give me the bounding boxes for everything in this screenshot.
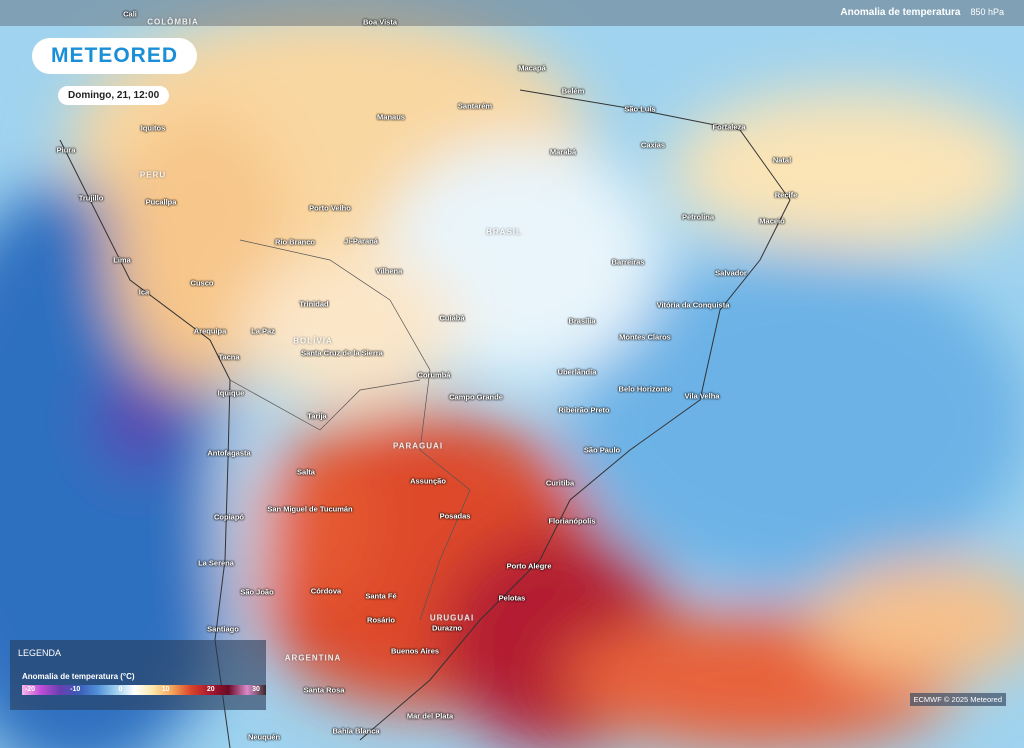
country-label: URUGUAI xyxy=(429,613,475,623)
city-label: Tarija xyxy=(307,411,327,421)
city-label: Porto Alegre xyxy=(506,561,552,571)
city-label: Ica xyxy=(138,287,150,297)
country-label: ARGENTINA xyxy=(284,653,342,663)
legend-subtitle: Anomalia de temperatura (°C) xyxy=(22,672,135,681)
city-label: Salta xyxy=(297,467,315,477)
layer-name: Anomalia de temperatura xyxy=(840,7,961,18)
city-label: Copiapó xyxy=(214,512,244,522)
city-label: Belém xyxy=(561,86,585,96)
country-label: PERU xyxy=(139,170,167,180)
city-label: Santa Cruz de la Sierra xyxy=(301,348,383,358)
city-label: Maceió xyxy=(759,216,785,226)
city-label: Ribeirão Preto xyxy=(558,405,610,415)
city-label: Cuiabá xyxy=(439,313,465,323)
city-label: Salvador xyxy=(715,268,747,278)
legend-tick: 20 xyxy=(206,686,215,693)
color-scale xyxy=(22,685,266,695)
country-label: PARAGUAI xyxy=(392,441,444,451)
legend[interactable]: LEGENDA Anomalia de temperatura (°C) -20… xyxy=(10,640,266,710)
city-label: Rio Branco xyxy=(274,237,316,247)
city-label: Assunção xyxy=(410,476,446,486)
city-label: Iquitos xyxy=(140,123,166,133)
city-label: Brasília xyxy=(568,316,596,326)
city-label: San Miguel de Tucumán xyxy=(267,504,353,514)
legend-title: LEGENDA xyxy=(18,648,62,658)
city-label: Bahía Blanca xyxy=(332,726,380,736)
city-label: Campo Grande xyxy=(449,392,503,402)
city-label: Montes Claros xyxy=(619,332,671,342)
layer-title[interactable]: Anomalia de temperatura 850 hPa xyxy=(840,7,1004,18)
city-label: São João xyxy=(240,587,274,597)
city-label: Ji-Paraná xyxy=(344,236,378,246)
city-label: Fortaleza xyxy=(712,122,746,132)
city-label: Vitória da Conquista xyxy=(656,300,730,310)
logo[interactable]: METEORED xyxy=(32,38,197,74)
city-label: Cali xyxy=(123,9,137,19)
city-label: Santiago xyxy=(207,624,239,634)
city-label: São Paulo xyxy=(583,445,621,455)
city-label: Lima xyxy=(113,255,131,265)
city-label: Recife xyxy=(774,190,798,200)
city-label: Vila Velha xyxy=(684,391,720,401)
city-label: Neuquén xyxy=(247,732,281,742)
city-label: Natal xyxy=(772,155,792,165)
legend-tick: 10 xyxy=(161,686,170,693)
city-label: Marabá xyxy=(549,147,577,157)
city-label: Pucallpa xyxy=(145,197,177,207)
city-label: Rosário xyxy=(367,615,395,625)
country-label: BOLÍVIA xyxy=(293,336,333,346)
city-label: Piura xyxy=(56,145,76,155)
top-bar xyxy=(0,0,1024,26)
city-label: Antofagasta xyxy=(207,448,251,458)
city-label: Pelotas xyxy=(498,593,526,603)
legend-tick: -10 xyxy=(70,686,81,693)
city-label: Santa Fé xyxy=(365,591,397,601)
city-label: Caxias xyxy=(640,140,666,150)
credit: ECMWF © 2025 Meteored xyxy=(909,693,1006,706)
city-label: Belo Horizonte xyxy=(618,384,672,394)
city-label: Iquique xyxy=(217,388,245,398)
city-label: Barreiras xyxy=(611,257,645,267)
city-label: Corumbá xyxy=(417,370,451,380)
country-label: COLÔMBIA xyxy=(147,17,199,27)
city-label: Santarém xyxy=(457,101,493,111)
city-label: La Paz xyxy=(251,326,275,336)
city-label: Macapá xyxy=(518,63,546,73)
city-label: Trinidad xyxy=(299,299,329,309)
city-label: Arequipa xyxy=(193,326,227,336)
city-label: Porto Velho xyxy=(309,203,351,213)
city-label: La Serena xyxy=(198,558,234,568)
country-label: BRASIL xyxy=(486,227,522,237)
city-label: Mar del Plata xyxy=(406,711,454,721)
city-label: Santa Rosa xyxy=(303,685,345,695)
city-label: Boa Vista xyxy=(362,17,398,27)
city-label: Tacna xyxy=(218,352,240,362)
date-label: Domingo, 21, 12:00 xyxy=(58,86,170,105)
city-label: Córdova xyxy=(310,586,342,596)
legend-tick: 0 xyxy=(118,686,123,693)
city-label: Petrolina xyxy=(681,212,715,222)
city-label: Manaus xyxy=(377,112,405,122)
legend-tick: 30 xyxy=(252,686,260,693)
city-label: Cusco xyxy=(190,278,214,288)
city-label: São Luís xyxy=(624,104,656,114)
city-label: Vilhena xyxy=(375,266,403,276)
city-label: Curitiba xyxy=(545,478,575,488)
city-label: Uberlândia xyxy=(557,367,597,377)
legend-tick: -20 xyxy=(24,686,36,693)
city-label: Durazno xyxy=(432,623,462,633)
city-label: Florianópolis xyxy=(548,516,596,526)
city-label: Posadas xyxy=(439,511,471,521)
city-label: Buenos Aires xyxy=(390,646,440,656)
city-label: Trujillo xyxy=(78,193,104,203)
layer-unit: 850 hPa xyxy=(970,7,1004,17)
